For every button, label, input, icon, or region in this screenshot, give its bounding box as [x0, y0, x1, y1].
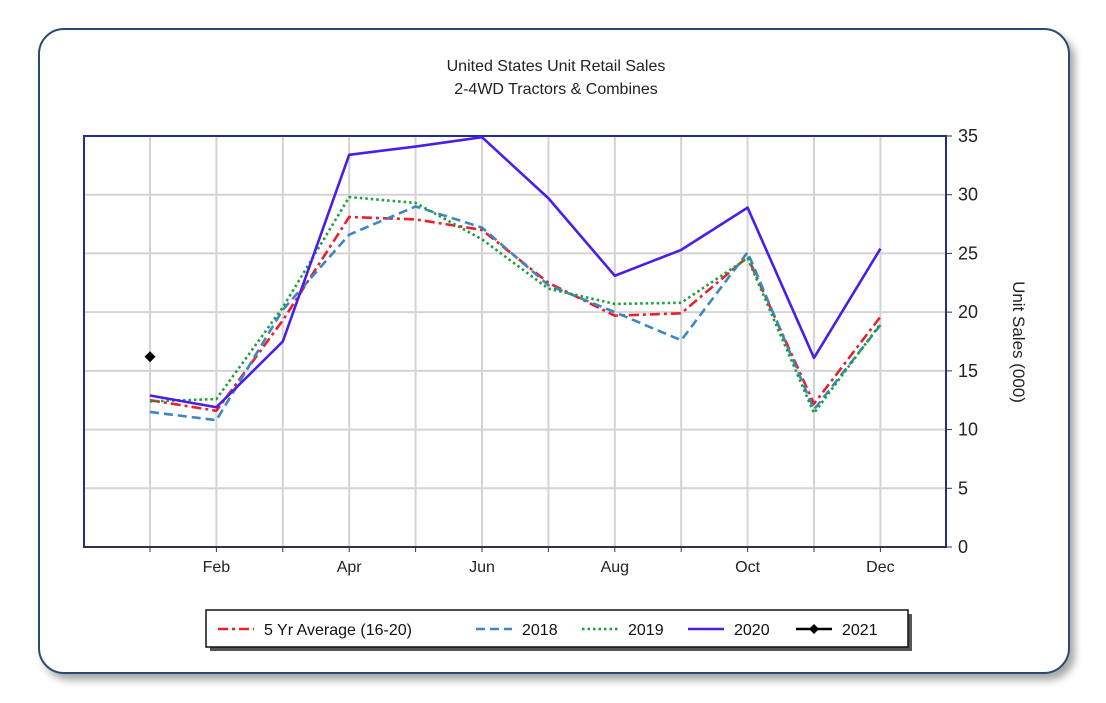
axes: Feb Apr Jun Aug Oct Dec 0 5 10 15 20 25 30 35	[84, 126, 978, 576]
plot-area-border	[83, 135, 947, 548]
y-tick-label: 0	[958, 537, 968, 557]
series-lines	[144, 135, 882, 422]
legend-label-2021: 2021	[842, 622, 878, 639]
legend-label-2018: 2018	[522, 622, 558, 639]
y-tick-label: 25	[958, 243, 978, 263]
x-tick-label: Feb	[203, 559, 231, 576]
series-2019-line	[149, 195, 882, 415]
y-tick-label: 20	[958, 302, 978, 322]
legend-box	[205, 609, 909, 648]
x-tick-label: Dec	[866, 559, 894, 576]
series-2018-line	[149, 205, 882, 422]
y-tick-label: 10	[958, 420, 978, 440]
x-tick-label: Oct	[735, 559, 760, 576]
x-tick-label: Apr	[337, 559, 363, 576]
legend-marker-2021	[809, 624, 819, 634]
y-tick-label: 30	[958, 185, 978, 205]
y-axis-title: Unit Sales (000)	[1009, 281, 1028, 403]
legend-label-2019: 2019	[628, 622, 664, 639]
chart-subtitle: 2-4WD Tractors & Combines	[454, 81, 658, 98]
legend: 5 Yr Average (16-20) 2018 2019 2020 2021	[218, 622, 878, 639]
series-2021-point	[144, 351, 156, 363]
y-tick-label: 35	[958, 126, 978, 146]
legend-label-5-yr-average-16-20: 5 Yr Average (16-20)	[264, 622, 412, 639]
legend-label-2020: 2020	[734, 622, 770, 639]
series-5-yr-average-16-20-line	[149, 215, 882, 413]
x-tick-label: Aug	[601, 559, 629, 576]
chart-title: United States Unit Retail Sales	[447, 58, 666, 75]
y-tick-label: 5	[958, 478, 968, 498]
y-tick-label: 15	[958, 361, 978, 381]
grid-lines	[84, 136, 946, 547]
x-tick-label: Jun	[469, 559, 495, 576]
series-2020-line	[149, 135, 882, 409]
